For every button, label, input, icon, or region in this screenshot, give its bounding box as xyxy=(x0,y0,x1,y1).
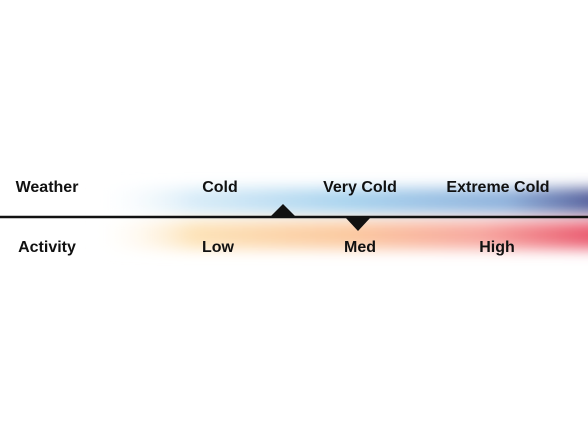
weather-level: Extreme Cold xyxy=(446,179,549,196)
activity-level: Med xyxy=(344,239,376,256)
activity-band xyxy=(90,221,588,249)
activity-label: Activity xyxy=(18,239,76,256)
weather-label: Weather xyxy=(16,179,79,196)
weather-level: Very Cold xyxy=(323,179,397,196)
cold-band xyxy=(90,188,588,214)
weather-level: Cold xyxy=(202,179,238,196)
activity-level: Low xyxy=(202,239,235,256)
weather-pointer xyxy=(270,204,296,217)
activity-pointer xyxy=(345,217,371,231)
activity-level: High xyxy=(479,239,515,256)
